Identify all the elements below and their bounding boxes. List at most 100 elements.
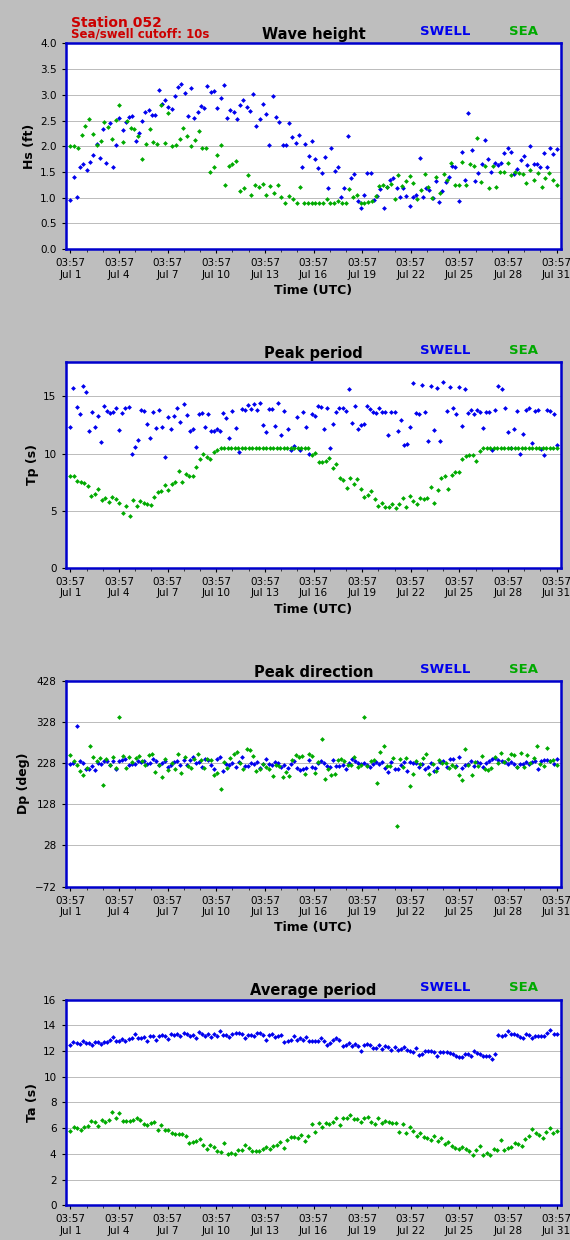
Point [255, 109, 264, 129]
Point [377, 1112, 386, 1132]
Point [333, 157, 343, 177]
Point [539, 144, 548, 164]
Point [451, 404, 460, 424]
Point [75, 751, 84, 771]
Point [160, 1121, 169, 1141]
Point [157, 94, 166, 114]
Point [190, 130, 200, 150]
Point [389, 169, 398, 188]
Point [206, 420, 215, 440]
Point [262, 422, 271, 441]
Point [235, 754, 245, 774]
Point [153, 482, 162, 502]
Point [170, 407, 179, 427]
Point [548, 171, 557, 191]
Point [345, 467, 355, 487]
Point [122, 496, 131, 516]
Point [488, 749, 497, 769]
Point [152, 418, 161, 438]
Point [454, 175, 463, 195]
Point [262, 185, 271, 205]
Point [222, 759, 231, 779]
Point [228, 754, 237, 774]
Point [524, 754, 534, 774]
Point [216, 88, 225, 108]
Point [149, 133, 158, 153]
Y-axis label: Hs (ft): Hs (ft) [23, 124, 36, 169]
Point [356, 198, 365, 218]
Point [483, 149, 492, 169]
Point [289, 436, 298, 456]
Point [205, 162, 214, 182]
Point [87, 486, 96, 506]
Point [262, 1029, 271, 1049]
Point [230, 438, 239, 458]
Point [419, 1127, 428, 1147]
Point [486, 1145, 495, 1164]
Point [337, 187, 346, 207]
Point [72, 397, 81, 417]
Point [109, 1027, 118, 1047]
Point [81, 759, 90, 779]
Point [543, 401, 552, 420]
Point [255, 438, 264, 458]
Point [268, 86, 277, 105]
Point [337, 193, 347, 213]
Point [350, 750, 359, 770]
Point [311, 407, 320, 427]
Point [367, 1112, 376, 1132]
Point [87, 1111, 96, 1131]
Point [210, 1024, 219, 1044]
Point [319, 193, 328, 213]
Point [89, 746, 98, 766]
Point [443, 170, 452, 190]
Point [227, 1143, 236, 1163]
Point [94, 1116, 103, 1136]
Point [209, 1137, 218, 1157]
Point [479, 419, 488, 439]
Point [341, 193, 350, 213]
Point [384, 763, 393, 782]
Point [124, 397, 133, 417]
Point [499, 1140, 508, 1159]
Point [490, 748, 499, 768]
Point [283, 758, 292, 777]
Point [224, 155, 233, 175]
Point [268, 755, 277, 775]
X-axis label: Time (UTC): Time (UTC) [274, 284, 353, 296]
Point [441, 753, 450, 773]
Point [136, 753, 145, 773]
Point [255, 393, 264, 413]
Point [164, 760, 173, 780]
Point [543, 750, 552, 770]
Point [389, 749, 398, 769]
Point [468, 1146, 477, 1166]
Point [105, 755, 114, 775]
Point [292, 193, 301, 213]
Point [538, 1127, 547, 1147]
Point [281, 763, 290, 782]
Point [134, 125, 143, 145]
Point [234, 751, 243, 771]
Point [234, 1023, 243, 1043]
Point [374, 398, 384, 418]
Point [164, 758, 173, 777]
Point [206, 750, 215, 770]
Point [491, 401, 500, 420]
Point [475, 441, 484, 461]
Point [206, 449, 215, 469]
Point [179, 1023, 188, 1043]
Point [549, 1024, 558, 1044]
Point [424, 177, 433, 197]
Point [100, 751, 109, 771]
Point [507, 165, 516, 185]
Point [220, 1133, 229, 1153]
Point [199, 1135, 208, 1154]
Point [340, 751, 349, 771]
Point [431, 761, 441, 781]
Point [370, 489, 379, 508]
Point [528, 1028, 537, 1048]
Point [262, 438, 271, 458]
Point [75, 404, 84, 424]
Point [466, 399, 475, 419]
